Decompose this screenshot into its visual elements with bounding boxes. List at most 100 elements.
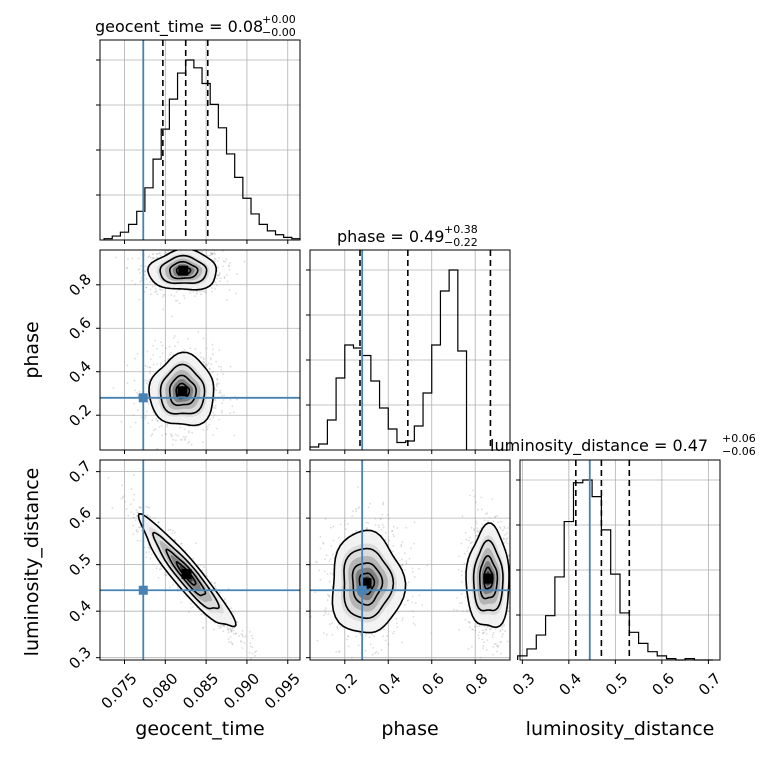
scatter-point: [182, 435, 185, 438]
scatter-point: [486, 639, 489, 641]
scatter-point: [191, 431, 194, 434]
scatter-point: [216, 382, 219, 385]
scatter-point: [404, 569, 406, 571]
scatter-point: [503, 625, 505, 628]
scatter-point: [418, 670, 420, 672]
x-axis-label-phase: phase: [381, 718, 438, 740]
scatter-point: [170, 248, 172, 250]
scatter-point: [359, 632, 361, 635]
scatter-point: [201, 245, 203, 247]
scatter-point: [510, 575, 512, 577]
scatter-point: [134, 421, 137, 424]
scatter-point: [512, 556, 514, 558]
scatter-point: [382, 526, 385, 529]
scatter-point: [138, 506, 141, 509]
scatter-point: [129, 426, 132, 428]
scatter-point: [364, 649, 367, 652]
scatter-point: [476, 527, 479, 530]
scatter-point: [207, 362, 210, 365]
scatter-point: [209, 368, 212, 371]
scatter-point: [174, 299, 177, 302]
scatter-point: [120, 421, 123, 423]
scatter-point: [135, 530, 138, 533]
scatter-point: [464, 619, 467, 621]
scatter-point: [213, 414, 216, 416]
scatter-point: [323, 570, 326, 573]
scatter-point: [173, 539, 176, 541]
scatter-point: [216, 266, 219, 268]
scatter-point: [188, 611, 190, 613]
scatter-point: [131, 280, 133, 282]
scatter-point: [216, 373, 219, 376]
scatter-point: [209, 357, 212, 359]
scatter-point: [476, 625, 478, 628]
scatter-point: [213, 582, 216, 585]
scatter-point: [250, 634, 253, 637]
scatter-point: [138, 298, 141, 301]
scatter-point: [190, 607, 192, 609]
scatter-point: [183, 297, 186, 300]
scatter-point: [140, 279, 143, 282]
scatter-point: [169, 529, 172, 531]
scatter-point: [140, 276, 143, 279]
scatter-point: [328, 560, 331, 563]
scatter-point: [481, 523, 483, 526]
scatter-point: [156, 347, 159, 350]
scatter-point: [411, 570, 414, 573]
scatter-point: [357, 486, 359, 489]
scatter-point: [473, 625, 476, 628]
scatter-point: [214, 388, 216, 391]
scatter-point: [387, 643, 390, 646]
scatter-point: [133, 516, 135, 519]
scatter-point: [145, 268, 148, 271]
scatter-point: [154, 428, 157, 430]
scatter-point: [471, 628, 473, 630]
scatter-point: [159, 355, 162, 358]
scatter-point: [467, 648, 470, 650]
scatter-point: [166, 244, 168, 246]
scatter-point: [503, 541, 505, 544]
scatter-point: [140, 416, 143, 419]
scatter-point: [152, 354, 155, 356]
scatter-point: [170, 241, 172, 243]
scatter-point: [503, 623, 505, 626]
scatter-point: [157, 256, 159, 259]
scatter-point: [139, 526, 142, 529]
scatter-point: [227, 264, 230, 267]
scatter-point: [196, 290, 199, 293]
scatter-point: [200, 613, 203, 616]
scatter-point: [194, 348, 197, 351]
scatter-point: [490, 663, 492, 665]
scatter-point: [241, 647, 244, 649]
scatter-point: [229, 412, 232, 414]
scatter-point: [381, 513, 384, 516]
scatter-point: [473, 529, 476, 532]
scatter-point: [392, 533, 395, 536]
scatter-point: [465, 609, 468, 611]
scatter-point: [384, 538, 387, 541]
scatter-point: [214, 258, 217, 260]
scatter-point: [223, 598, 226, 601]
scatter-point: [346, 523, 349, 525]
scatter-point: [507, 606, 510, 609]
scatter-point: [502, 529, 504, 532]
contour-geocent_time_luminosity_distance-0-0: [137, 512, 237, 628]
scatter-point: [216, 385, 219, 388]
scatter-point: [499, 629, 502, 631]
scatter-point: [161, 289, 164, 291]
scatter-point: [204, 365, 207, 367]
x-tick-label-geocent_time-0: 0.075: [98, 670, 141, 713]
scatter-point: [183, 294, 185, 297]
scatter-point: [493, 643, 496, 646]
scatter-point: [199, 564, 202, 567]
scatter-point: [230, 607, 233, 610]
scatter-point: [210, 252, 213, 255]
contour-geocent_time_luminosity_distance-0-2: [165, 548, 207, 597]
scatter-point: [126, 382, 129, 385]
scatter-point: [403, 603, 406, 606]
scatter-point: [258, 662, 260, 664]
scatter-point: [222, 373, 224, 375]
x-tick-label-luminosity_distance-0: 0.3: [509, 670, 539, 700]
scatter-point: [151, 253, 154, 256]
scatter-point: [491, 498, 494, 500]
